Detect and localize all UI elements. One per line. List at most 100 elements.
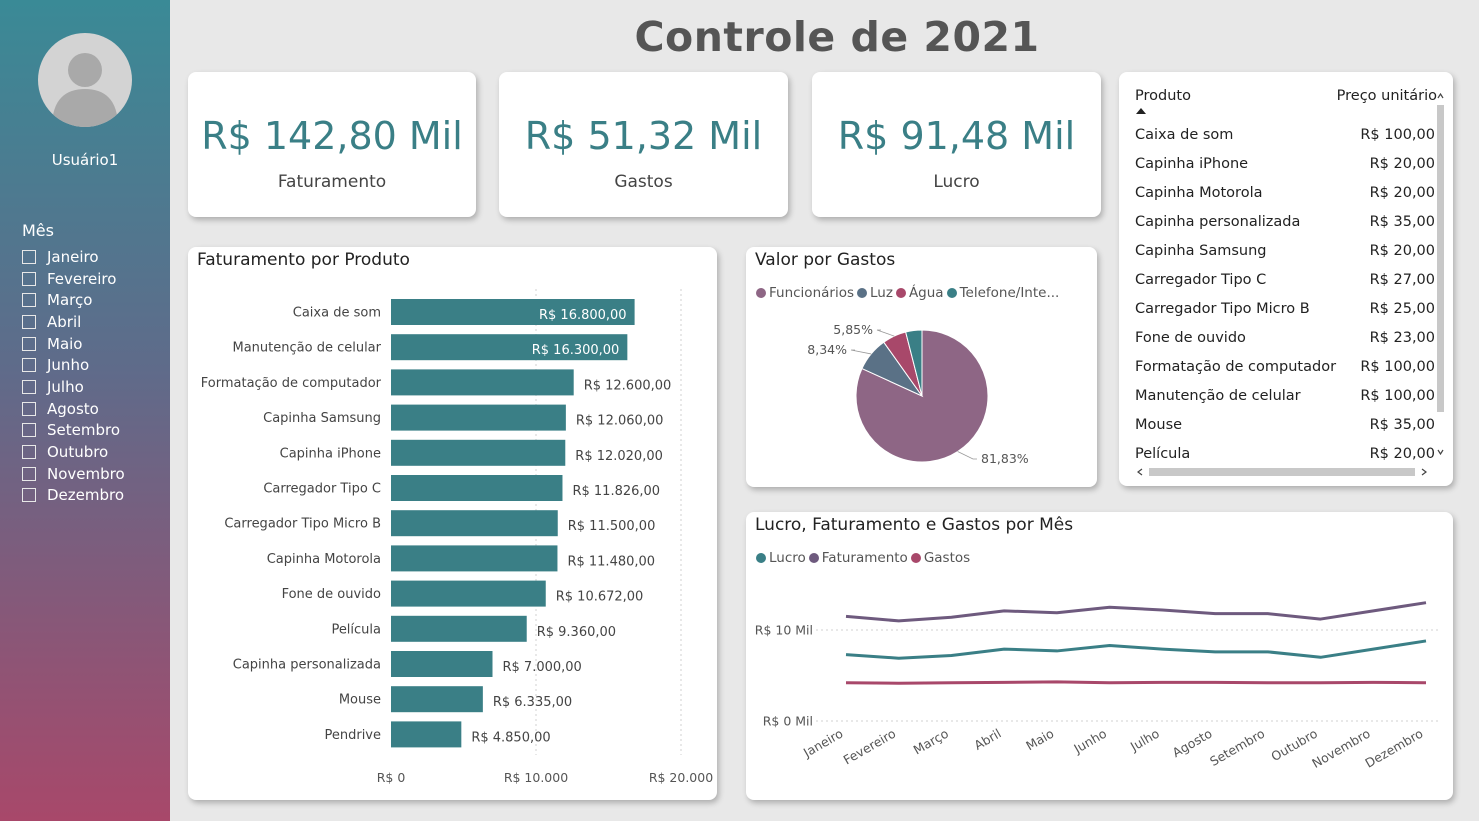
checkbox-icon[interactable] [22,488,36,503]
bar[interactable] [391,545,558,572]
scrollbar-thumb[interactable] [1437,105,1444,412]
checkbox-icon[interactable] [22,293,36,308]
legend-item[interactable]: Gastos [910,550,971,566]
month-option[interactable]: Setembro [22,420,125,442]
series-line[interactable] [845,639,1427,660]
scroll-right-icon[interactable] [1420,467,1428,477]
price-cell: R$ 100,00 [1360,127,1435,143]
chart-title: Valor por Gastos [755,250,896,270]
bar[interactable] [391,580,546,607]
checkbox-icon[interactable] [22,401,36,416]
scroll-down-icon[interactable] [1437,448,1444,456]
month-option[interactable]: Junho [22,354,125,376]
table-row[interactable]: Carregador Tipo C R$ 27,00 [1135,272,1435,301]
bar[interactable] [391,404,566,431]
table-row[interactable]: Capinha Motorola R$ 20,00 [1135,185,1435,214]
data-label: R$ 10.672,00 [556,590,644,605]
kpi-value: R$ 51,32 Mil [524,114,763,158]
checkbox-icon[interactable] [22,271,36,286]
month-option[interactable]: Janeiro [22,246,125,268]
y-tick-label: R$ 10 Mil [755,623,813,638]
month-option[interactable]: Outubro [22,441,125,463]
checkbox-icon[interactable] [22,466,36,481]
page-title: Controle de 2021 [634,13,1040,61]
table-row[interactable]: Capinha Samsung R$ 20,00 [1135,243,1435,272]
legend-item[interactable]: Funcionários [756,285,854,301]
bar[interactable] [391,334,628,361]
bar[interactable] [391,510,558,537]
checkbox-icon[interactable] [22,336,36,351]
bar[interactable] [391,651,493,677]
chart-title: Lucro, Faturamento e Gastos por Mês [755,515,1074,535]
line-legend: Lucro Faturamento Gastos [756,550,973,566]
product-cell: Formatação de computador [1135,359,1337,375]
scroll-left-icon[interactable] [1136,467,1144,477]
month-label: Agosto [47,399,99,418]
legend-item[interactable]: Água [895,285,944,301]
checkbox-icon[interactable] [22,379,36,394]
month-option[interactable]: Dezembro [22,485,125,507]
price-cell: R$ 35,00 [1369,417,1435,433]
legend-item[interactable]: Lucro [756,550,806,566]
legend-item[interactable]: Telefone/Inte... [946,285,1059,301]
scrollbar-thumb[interactable] [1149,468,1415,476]
month-option[interactable]: Julho [22,376,125,398]
legend-label: Gastos [923,550,971,566]
legend-item[interactable]: Luz [857,285,893,301]
bar[interactable] [391,615,527,642]
month-option[interactable]: Maio [22,333,125,355]
checkbox-icon[interactable] [22,358,36,373]
series-line[interactable] [845,601,1427,623]
bar[interactable] [391,299,635,325]
month-option[interactable]: Março [22,289,125,311]
table-row[interactable]: Formatação de computador R$ 100,00 [1135,359,1435,388]
table-row[interactable]: Película R$ 20,00 [1135,446,1435,475]
month-option[interactable]: Abril [22,311,125,333]
vertical-scrollbar[interactable] [1437,84,1444,486]
column-header-unit-price[interactable]: Preço unitário [1336,88,1437,104]
kpi-card-lucro: R$ 91,48 Mil Lucro [812,72,1101,217]
kpi-value: R$ 142,80 Mil [201,114,463,158]
pie-slice[interactable] [905,329,923,397]
bar[interactable] [391,721,462,748]
table-row[interactable]: Mouse R$ 35,00 [1135,417,1435,446]
bar[interactable] [391,475,563,501]
month-label: Maio [47,334,83,353]
user-avatar-icon [38,33,132,127]
month-option[interactable]: Novembro [22,463,125,485]
legend-label: Luz [870,285,893,301]
bar[interactable] [391,686,483,713]
checkbox-icon[interactable] [22,314,36,329]
bar[interactable] [391,369,574,396]
pie-chart-card: Valor por Gastos Funcionários Luz Água Tele… [746,247,1097,487]
table-row[interactable]: Capinha personalizada R$ 35,00 [1135,214,1435,243]
horizontal-scrollbar[interactable] [1132,467,1438,477]
table-row[interactable]: Fone de ouvido R$ 23,00 [1135,330,1435,359]
price-cell: R$ 20,00 [1369,243,1435,259]
bar[interactable] [391,439,566,466]
scroll-up-icon[interactable] [1437,92,1444,100]
checkbox-icon[interactable] [22,445,36,460]
kpi-card-faturamento: R$ 142,80 Mil Faturamento [188,72,476,217]
product-cell: Película [1135,446,1191,462]
checkbox-icon[interactable] [22,249,36,264]
table-row[interactable]: Carregador Tipo Micro B R$ 25,00 [1135,301,1435,330]
month-option[interactable]: Agosto [22,398,125,420]
table-row[interactable]: Capinha iPhone R$ 20,00 [1135,156,1435,185]
month-label: Fevereiro [47,269,117,288]
data-label: R$ 11.500,00 [568,519,656,534]
price-cell: R$ 27,00 [1369,272,1435,288]
series-line[interactable] [845,680,1427,685]
legend-item[interactable]: Faturamento [808,550,908,566]
table-row[interactable]: Caixa de som R$ 100,00 [1135,127,1435,156]
column-header-product[interactable]: Produto [1135,88,1191,104]
data-label: R$ 9.360,00 [537,625,616,640]
month-option[interactable]: Fevereiro [22,268,125,290]
table-row[interactable]: Manutenção de celular R$ 100,00 [1135,388,1435,417]
checkbox-icon[interactable] [22,423,36,438]
price-cell: R$ 100,00 [1360,359,1435,375]
leader-line [957,451,977,460]
data-label: R$ 16.300,00 [532,343,620,358]
category-label: Carregador Tipo Micro B [224,517,381,532]
month-label: Junho [47,356,90,375]
